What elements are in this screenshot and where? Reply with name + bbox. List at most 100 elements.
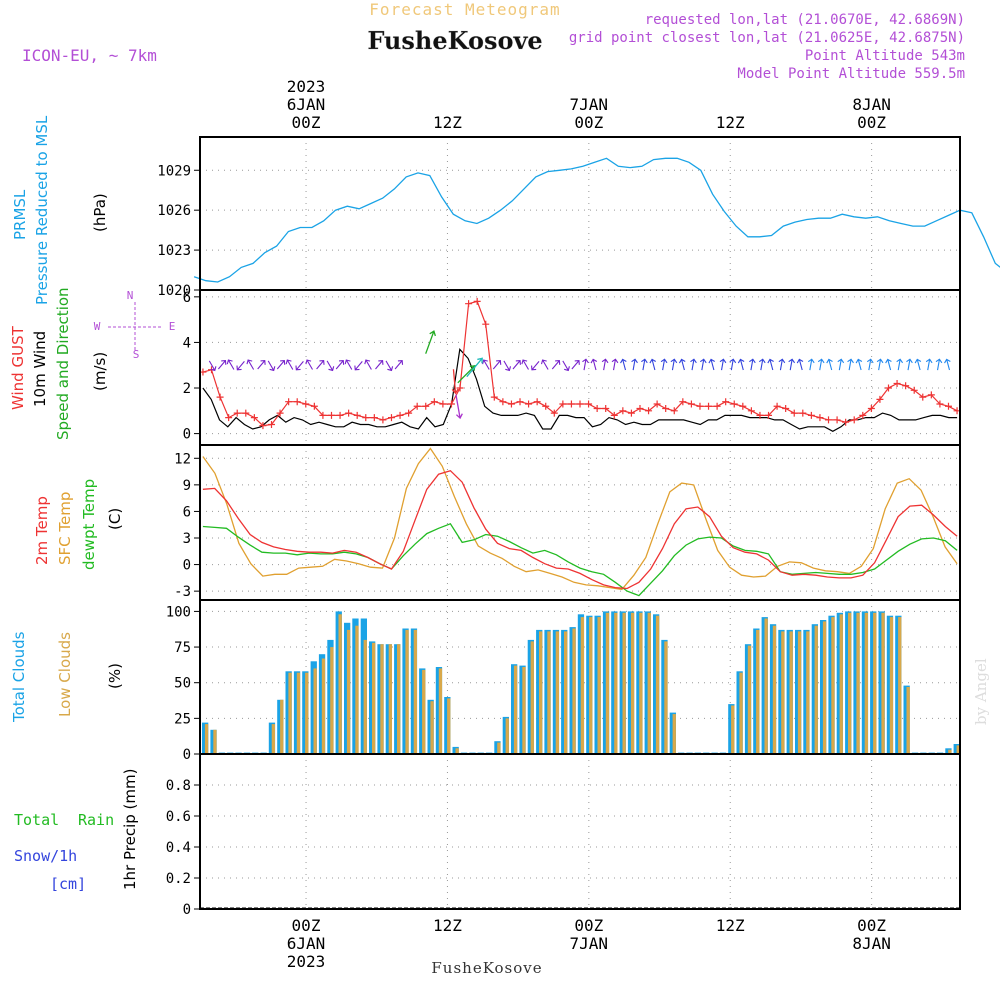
gust-point (362, 414, 370, 422)
low-cloud-bar (822, 621, 827, 754)
wind-arrow-shape (562, 360, 570, 372)
gust-point (379, 416, 387, 424)
time-axis-label: 12Z (716, 916, 745, 935)
wind-arrow (767, 358, 774, 371)
wind-arrow-shape (531, 361, 540, 371)
wind-label-gust: Wind GUST (9, 325, 27, 410)
low-cloud-bar (889, 617, 894, 754)
wind-arrow-shape (678, 358, 686, 371)
time-axis-label: 12Z (716, 113, 745, 132)
precip-labels: Total Rain Snow/1h [cm] 1hr Precip (mm) (14, 769, 139, 893)
low-cloud-bar (330, 647, 334, 754)
strong-wind-arrow-shape (457, 365, 476, 384)
gust-point (447, 400, 455, 408)
gust-point (687, 400, 695, 408)
wind-arrow-shape (394, 360, 404, 370)
gust-point (645, 407, 653, 415)
wind-arrow-shape (620, 358, 627, 371)
location-title: FusheKosove (367, 26, 542, 55)
wind-arrow-shape (670, 358, 678, 371)
wind-arrow-shape (335, 360, 345, 370)
low-cloud-bar (655, 615, 660, 754)
strong-wind-arrow (457, 365, 476, 384)
gust-point (730, 400, 738, 408)
wind-arrow-shape (236, 361, 245, 371)
low-cloud-bar (756, 629, 760, 754)
wind-arrow-shape (737, 358, 745, 371)
wind-ticks: 0 2 4 6 (183, 290, 960, 443)
gust-point (250, 414, 258, 422)
wind-unit: (m/s) (91, 352, 109, 391)
gust-point (627, 409, 635, 417)
gust-point (807, 411, 815, 419)
low-cloud-bar (664, 641, 668, 754)
tick-label: 25 (174, 711, 191, 727)
low-cloud-bar (522, 667, 526, 754)
gust-point (276, 409, 284, 417)
gust-point (859, 411, 867, 419)
wind-arrow-shape (246, 359, 255, 370)
gust-point (876, 395, 884, 403)
precip-label-total: Total (14, 811, 59, 829)
gust-point (585, 400, 593, 408)
cloud-label-low: Low Clouds (56, 632, 74, 717)
wind-arrow (925, 358, 933, 371)
gust-point (456, 384, 464, 392)
footer-location: FusheKosove (431, 959, 542, 977)
low-cloud-bar (747, 645, 752, 754)
gust-point (353, 411, 361, 419)
strong-wind-arrow (466, 357, 483, 378)
low-cloud-bar (572, 628, 576, 754)
wind-arrow-shape (826, 358, 833, 371)
time-axis-label: 7JAN (570, 95, 609, 114)
gust-point (842, 418, 850, 426)
gust-point (825, 416, 833, 424)
wind-arrow-shape (601, 358, 609, 371)
low-cloud-bar (898, 617, 902, 754)
wind-arrow (394, 360, 404, 370)
low-cloud-bar (547, 631, 551, 754)
wind-arrow (788, 358, 796, 371)
low-cloud-bar (430, 701, 434, 754)
low-cloud-bar (864, 612, 868, 754)
wind-arrow (935, 358, 943, 371)
closest-coords: grid point closest lon,lat (21.0625E, 42… (569, 30, 965, 46)
strong-wind-arrow-shape (466, 357, 483, 378)
wind-arrow-shape (876, 358, 884, 371)
tick-label: 0 (183, 747, 191, 763)
wind-arrow-shape (326, 360, 335, 372)
low-cloud-bar (589, 617, 593, 754)
gust-markers (199, 297, 961, 430)
time-axis-label: 8JAN (852, 95, 891, 114)
low-cloud-bar (413, 629, 417, 754)
gust-point (422, 402, 430, 410)
wind-arrow-shape (796, 358, 804, 371)
wind-arrow (729, 358, 737, 371)
temp-unit: (C) (106, 508, 124, 530)
tick-label: 0 (183, 558, 191, 574)
gust-point (370, 414, 378, 422)
wind-arrow (551, 360, 561, 370)
low-cloud-bar (313, 668, 317, 754)
low-cloud-bar (355, 625, 359, 754)
gust-point (216, 393, 224, 401)
wind-arrow (540, 359, 549, 370)
wind-arrow (208, 360, 217, 372)
wind-arrow-shape (788, 358, 796, 371)
tick-label: 0 (183, 427, 191, 443)
low-cloud-bar (447, 698, 451, 754)
wind-arrow-shape (708, 358, 715, 371)
gust-point (259, 422, 267, 430)
low-cloud-bar (513, 665, 518, 754)
wind-arrow (678, 358, 686, 371)
wind-arrow-shape (847, 358, 854, 371)
requested-coords: requested lon,lat (21.0670E, 42.6869N) (645, 12, 965, 28)
gust-point (679, 398, 687, 406)
gust-point (910, 386, 918, 394)
low-cloud-bar (271, 724, 275, 754)
clouds-ticks: 0 25 50 75 100 (166, 604, 960, 763)
time-axis-label: 00Z (292, 113, 321, 132)
gust-point (619, 407, 627, 415)
wind-arrow (236, 361, 245, 371)
